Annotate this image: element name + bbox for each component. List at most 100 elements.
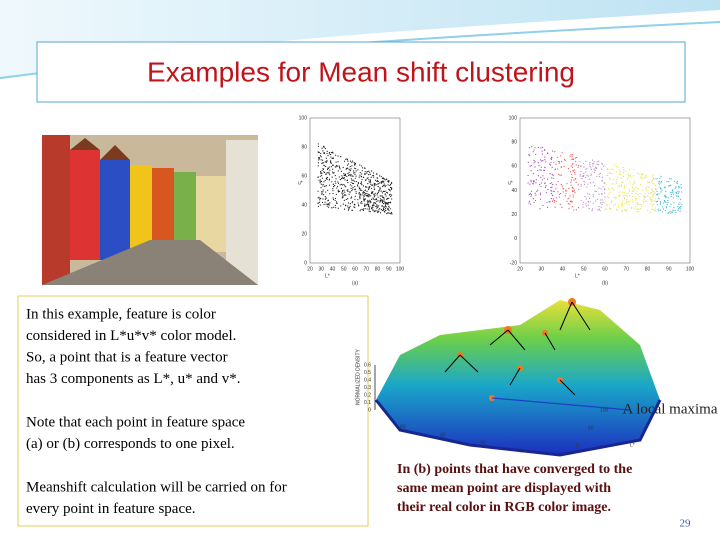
scatter-dot xyxy=(317,176,319,179)
scatter-dot xyxy=(541,153,543,155)
scatter-dot xyxy=(334,175,336,177)
scatter-dot xyxy=(324,201,326,203)
scatter-dot xyxy=(584,181,586,183)
scatter-dot xyxy=(333,172,335,174)
scatter-dot xyxy=(348,168,350,170)
scatter-dot xyxy=(615,196,617,198)
scatter-dot xyxy=(321,192,323,194)
scatter-dot xyxy=(364,167,366,169)
scatter-dot xyxy=(604,182,606,184)
scatter-dot xyxy=(360,176,362,178)
scatter-dot xyxy=(319,175,321,177)
scatter-dot xyxy=(615,171,618,173)
scatter-dot xyxy=(580,171,582,173)
scatter-dot xyxy=(554,169,556,171)
scatter-dot xyxy=(338,190,341,192)
scatter-dot xyxy=(343,189,345,191)
scatter-dot xyxy=(670,194,672,196)
y-tick-label: 40 xyxy=(301,202,307,208)
scatter-dot xyxy=(574,157,577,159)
z-tick-label: 0.4 xyxy=(364,377,371,383)
scatter-dot xyxy=(337,155,339,157)
scatter-dot xyxy=(557,180,559,183)
scatter-dot xyxy=(334,180,336,182)
scatter-dot xyxy=(640,176,642,178)
scatter-dot xyxy=(596,163,598,165)
scatter-dot xyxy=(368,173,370,176)
scatter-dot xyxy=(659,177,661,179)
scatter-dot xyxy=(665,206,667,208)
scatter-dot xyxy=(644,193,646,195)
scatter-dot xyxy=(588,208,590,210)
scatter-dot xyxy=(388,197,390,200)
scatter-dot xyxy=(543,169,546,171)
scatter-dot xyxy=(575,209,577,211)
scatter-dot xyxy=(555,188,557,190)
scatter-dot xyxy=(377,206,379,209)
scatter-dot xyxy=(628,169,630,171)
scatter-dot xyxy=(383,183,385,185)
scatter-dot xyxy=(378,190,380,192)
scatter-dot xyxy=(368,179,370,181)
scatter-dot xyxy=(602,180,604,182)
scatter-dot xyxy=(373,202,375,204)
scatter-dot xyxy=(385,184,387,186)
scatter-dot xyxy=(330,166,332,168)
scatter-dot xyxy=(569,203,571,205)
scatter-dot xyxy=(627,192,629,195)
text-box xyxy=(17,295,369,527)
scatter-dot xyxy=(586,186,588,188)
scatter-dot xyxy=(361,183,363,186)
scatter-dot xyxy=(570,171,572,173)
scatter-dot xyxy=(341,176,344,178)
scatter-dot xyxy=(380,208,382,211)
scatter-dot xyxy=(533,201,535,204)
scatter-dot xyxy=(612,178,614,180)
scatter-dot xyxy=(359,174,361,176)
scatter-dot xyxy=(619,194,621,196)
scatter-dot xyxy=(560,184,562,186)
scatter-dot xyxy=(650,203,652,205)
scatter-dot xyxy=(369,185,371,188)
scatter-dot xyxy=(633,169,635,171)
scatter-dot xyxy=(380,182,382,184)
scatter-dot xyxy=(545,161,547,163)
z-tick-label: 0.6 xyxy=(364,362,371,368)
scatter-dot xyxy=(341,177,343,180)
scatter-dot xyxy=(364,189,367,191)
scatter-dot xyxy=(670,191,672,194)
scatter-dot xyxy=(579,173,581,176)
scatter-dot xyxy=(628,189,630,191)
scatter-dot xyxy=(679,206,681,209)
caption-line: their real color in RGB color image. xyxy=(397,500,611,515)
scatter-dot xyxy=(558,162,560,164)
scatter-dot xyxy=(632,199,634,201)
scatter-dot xyxy=(655,198,657,200)
scatter-dot xyxy=(570,181,572,183)
scatter-dot xyxy=(324,185,326,187)
scatter-dot xyxy=(635,187,637,189)
scatter-dot xyxy=(643,197,645,199)
scatter-dot xyxy=(575,181,577,183)
y-tick-label: 0 xyxy=(304,260,307,266)
scatter-dot xyxy=(529,165,531,168)
scatter-dot xyxy=(545,192,548,194)
scatter-dot xyxy=(346,158,348,160)
scatter-dot xyxy=(351,190,353,192)
scatter-dot xyxy=(363,176,365,178)
scatter-dot xyxy=(340,187,343,189)
scatter-dot xyxy=(571,155,573,158)
scatter-dot xyxy=(618,169,621,171)
scatter-dot xyxy=(364,198,366,200)
scatter-dot xyxy=(631,177,633,179)
scatter-dot xyxy=(660,182,662,184)
scatter-dot xyxy=(631,192,633,195)
scatter-dot xyxy=(621,209,623,211)
scatter-dot xyxy=(371,191,373,194)
scatter-dot xyxy=(601,199,603,201)
scatter-dot xyxy=(387,204,389,206)
scatter-dot xyxy=(628,175,630,177)
scatter-dot xyxy=(549,201,551,203)
scatter-dot xyxy=(370,176,372,178)
scatter-dot xyxy=(680,184,682,186)
